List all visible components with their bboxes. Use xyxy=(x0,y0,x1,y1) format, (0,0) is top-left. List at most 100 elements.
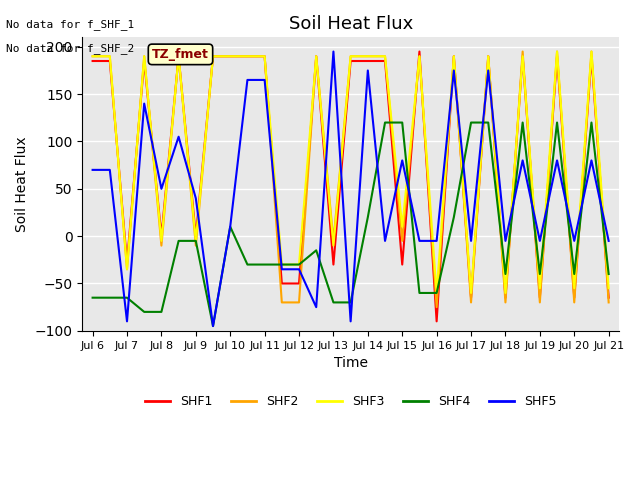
SHF2 xyxy=(605,300,612,305)
SHF4 xyxy=(553,120,561,125)
SHF1 xyxy=(553,53,561,59)
SHF5 xyxy=(605,238,612,244)
X-axis label: Time: Time xyxy=(333,356,367,370)
SHF5 xyxy=(312,304,320,310)
SHF5 xyxy=(519,157,527,163)
SHF4 xyxy=(536,271,544,277)
SHF1 xyxy=(519,53,527,59)
SHF1 xyxy=(227,53,234,59)
SHF5 xyxy=(295,266,303,272)
SHF5 xyxy=(484,68,492,73)
SHF4 xyxy=(484,120,492,125)
SHF2 xyxy=(227,53,234,59)
SHF3 xyxy=(106,53,114,59)
SHF2 xyxy=(415,53,423,59)
SHF1 xyxy=(278,281,285,287)
SHF3 xyxy=(381,53,389,59)
SHF5 xyxy=(570,238,578,244)
Line: SHF3: SHF3 xyxy=(93,51,609,293)
SHF1 xyxy=(398,262,406,267)
SHF5 xyxy=(244,77,252,83)
SHF3 xyxy=(312,53,320,59)
SHF3 xyxy=(519,53,527,59)
SHF4 xyxy=(398,120,406,125)
SHF2 xyxy=(381,53,389,59)
SHF3 xyxy=(415,53,423,59)
SHF2 xyxy=(502,300,509,305)
SHF5 xyxy=(89,167,97,173)
SHF4 xyxy=(502,271,509,277)
SHF1 xyxy=(330,262,337,267)
SHF2 xyxy=(347,53,355,59)
SHF4 xyxy=(106,295,114,300)
SHF4 xyxy=(570,271,578,277)
SHF1 xyxy=(502,295,509,300)
SHF5 xyxy=(209,323,217,329)
SHF1 xyxy=(192,233,200,239)
Text: No data for f_SHF_1: No data for f_SHF_1 xyxy=(6,19,134,30)
SHF5 xyxy=(450,68,458,73)
SHF4 xyxy=(433,290,440,296)
SHF4 xyxy=(244,262,252,267)
SHF5 xyxy=(381,238,389,244)
SHF1 xyxy=(381,58,389,64)
SHF5 xyxy=(106,167,114,173)
SHF2 xyxy=(450,53,458,59)
SHF4 xyxy=(89,295,97,300)
SHF1 xyxy=(570,295,578,300)
SHF3 xyxy=(502,290,509,296)
SHF4 xyxy=(415,290,423,296)
SHF2 xyxy=(467,300,475,305)
SHF2 xyxy=(330,238,337,244)
SHF1 xyxy=(467,295,475,300)
Y-axis label: Soil Heat Flux: Soil Heat Flux xyxy=(15,136,29,232)
SHF4 xyxy=(175,238,182,244)
SHF3 xyxy=(536,285,544,291)
SHF2 xyxy=(519,48,527,54)
SHF2 xyxy=(175,53,182,59)
SHF4 xyxy=(450,215,458,220)
SHF5 xyxy=(553,157,561,163)
SHF3 xyxy=(89,53,97,59)
SHF5 xyxy=(415,238,423,244)
SHF1 xyxy=(433,318,440,324)
SHF4 xyxy=(381,120,389,125)
SHF5 xyxy=(330,48,337,54)
SHF3 xyxy=(295,262,303,267)
SHF2 xyxy=(278,300,285,305)
SHF4 xyxy=(364,215,372,220)
SHF1 xyxy=(588,53,595,59)
SHF2 xyxy=(209,53,217,59)
SHF2 xyxy=(364,53,372,59)
SHF3 xyxy=(364,53,372,59)
SHF4 xyxy=(330,300,337,305)
SHF2 xyxy=(244,53,252,59)
SHF2 xyxy=(588,48,595,54)
SHF5 xyxy=(175,134,182,140)
SHF4 xyxy=(209,323,217,329)
SHF3 xyxy=(605,285,612,291)
SHF1 xyxy=(175,53,182,59)
SHF4 xyxy=(312,248,320,253)
Text: TZ_fmet: TZ_fmet xyxy=(152,48,209,61)
SHF5 xyxy=(140,101,148,107)
SHF3 xyxy=(484,53,492,59)
SHF3 xyxy=(140,53,148,59)
SHF1 xyxy=(209,53,217,59)
SHF1 xyxy=(312,53,320,59)
SHF1 xyxy=(157,233,165,239)
SHF2 xyxy=(484,53,492,59)
SHF5 xyxy=(398,157,406,163)
SHF5 xyxy=(502,238,509,244)
SHF5 xyxy=(227,224,234,229)
SHF3 xyxy=(398,224,406,229)
SHF1 xyxy=(347,58,355,64)
SHF4 xyxy=(295,262,303,267)
SHF1 xyxy=(123,260,131,265)
SHF3 xyxy=(260,53,268,59)
SHF5 xyxy=(347,318,355,324)
SHF3 xyxy=(570,285,578,291)
SHF5 xyxy=(123,318,131,324)
SHF4 xyxy=(140,309,148,315)
Line: SHF5: SHF5 xyxy=(93,51,609,326)
